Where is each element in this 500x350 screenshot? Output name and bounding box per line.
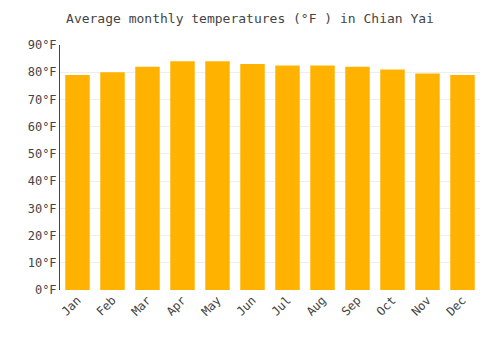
svg-text:Jan: Jan [59,293,84,318]
svg-text:Oct: Oct [374,293,399,318]
svg-text:Feb: Feb [94,293,119,318]
svg-text:50°F: 50°F [28,147,57,161]
svg-text:70°F: 70°F [28,93,57,107]
svg-text:Jun: Jun [234,293,259,318]
svg-text:60°F: 60°F [28,120,57,134]
svg-text:Aug: Aug [304,293,329,318]
svg-text:20°F: 20°F [28,229,57,243]
svg-text:0°F: 0°F [35,283,57,297]
svg-text:80°F: 80°F [28,65,57,79]
svg-text:90°F: 90°F [28,38,57,52]
svg-text:30°F: 30°F [28,202,57,216]
svg-text:10°F: 10°F [28,256,57,270]
svg-text:Nov: Nov [409,293,434,318]
svg-text:May: May [199,293,224,318]
svg-text:Jul: Jul [269,293,294,318]
svg-text:Dec: Dec [444,293,469,318]
svg-text:Sep: Sep [339,293,364,318]
svg-text:40°F: 40°F [28,174,57,188]
svg-text:Apr: Apr [164,293,189,318]
svg-text:Mar: Mar [129,293,154,318]
svg-text:Average monthly temperatures (: Average monthly temperatures (°F ) in Ch… [66,11,434,26]
